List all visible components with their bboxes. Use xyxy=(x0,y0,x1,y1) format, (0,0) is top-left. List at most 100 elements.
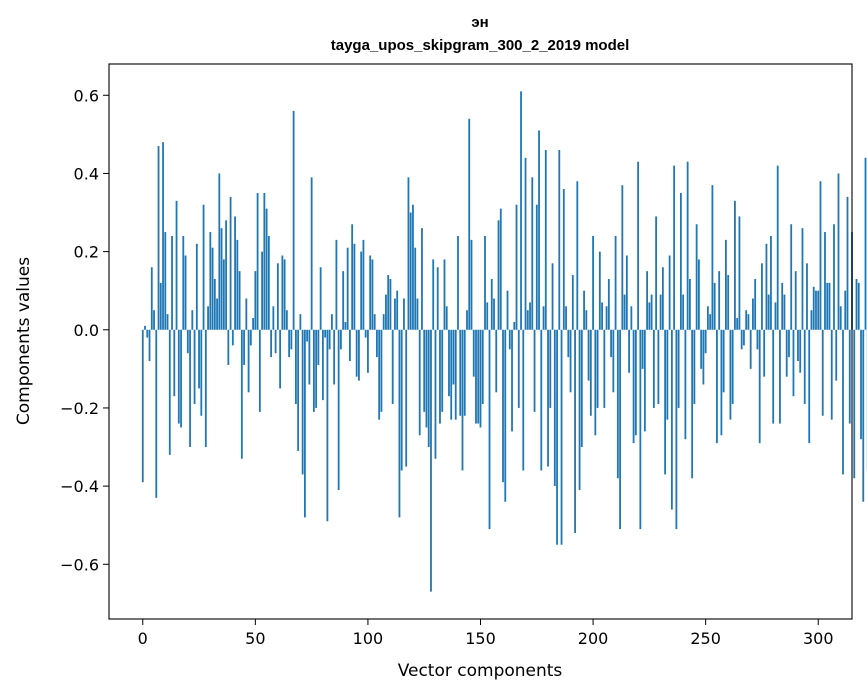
bar-124 xyxy=(421,228,423,330)
bar-272 xyxy=(754,278,757,330)
bar-131 xyxy=(436,267,439,330)
bar-190 xyxy=(569,329,572,393)
bar-105 xyxy=(378,329,381,420)
bar-277 xyxy=(765,243,768,330)
bar-5 xyxy=(153,310,155,330)
bar-92 xyxy=(349,329,351,362)
bar-175 xyxy=(535,204,538,330)
bar-278 xyxy=(767,294,770,330)
bar-110 xyxy=(389,278,392,330)
bar-212 xyxy=(619,329,621,530)
bar-100 xyxy=(367,329,369,373)
bar-320 xyxy=(862,329,865,502)
bar-24 xyxy=(195,243,198,330)
bar-55 xyxy=(265,208,268,330)
bar-135 xyxy=(445,306,448,330)
bar-268 xyxy=(745,310,748,330)
bar-53 xyxy=(261,251,263,330)
bar-276 xyxy=(763,329,766,377)
bar-128 xyxy=(430,329,432,592)
bar-38 xyxy=(227,329,230,365)
bar-303 xyxy=(824,232,826,330)
bar-311 xyxy=(842,329,844,475)
bar-7 xyxy=(157,146,160,330)
bar-65 xyxy=(288,329,291,358)
bar-13 xyxy=(171,235,173,330)
bar-173 xyxy=(531,177,534,330)
bar-263 xyxy=(734,200,736,330)
bar-76 xyxy=(312,329,315,412)
bar-219 xyxy=(634,329,637,436)
bar-280 xyxy=(772,329,775,424)
bar-249 xyxy=(702,329,705,385)
bar-242 xyxy=(686,161,689,330)
bar-149 xyxy=(477,329,480,424)
bar-270 xyxy=(749,329,752,369)
bar-61 xyxy=(279,329,282,389)
bar-series xyxy=(141,91,867,592)
bar-66 xyxy=(290,329,293,350)
bar-11 xyxy=(166,314,169,330)
bar-123 xyxy=(418,329,421,436)
bar-245 xyxy=(693,329,696,405)
bar-52 xyxy=(258,329,261,412)
bar-121 xyxy=(414,247,417,330)
bar-115 xyxy=(400,329,403,471)
bar-264 xyxy=(736,318,739,330)
bar-318 xyxy=(857,282,860,330)
bar-209 xyxy=(612,329,615,393)
bar-168 xyxy=(520,91,522,330)
bar-241 xyxy=(684,329,687,440)
bar-28 xyxy=(204,329,207,448)
bar-273 xyxy=(756,329,759,350)
bar-2 xyxy=(146,329,149,338)
bar-23 xyxy=(193,329,196,405)
bar-19 xyxy=(184,255,187,330)
bar-237 xyxy=(675,329,678,530)
bar-269 xyxy=(747,314,750,330)
bar-159 xyxy=(499,208,502,330)
bar-132 xyxy=(439,329,441,424)
bar-25 xyxy=(198,329,200,389)
bar-83 xyxy=(328,329,331,350)
bar-256 xyxy=(718,271,721,330)
bar-285 xyxy=(783,294,786,330)
bar-111 xyxy=(391,329,394,405)
bar-203 xyxy=(598,251,601,330)
bar-142 xyxy=(461,329,464,471)
bar-281 xyxy=(774,302,777,330)
bar-250 xyxy=(704,329,707,354)
bar-129 xyxy=(432,259,435,330)
bar-199 xyxy=(589,329,592,416)
bar-130 xyxy=(434,329,437,459)
bar-33 xyxy=(216,298,218,330)
bar-50 xyxy=(254,271,257,330)
y-axis-label: Components values xyxy=(14,257,34,425)
bar-182 xyxy=(551,263,554,330)
bar-244 xyxy=(691,329,694,479)
bar-151 xyxy=(481,329,484,405)
bar-157 xyxy=(495,329,498,393)
bar-82 xyxy=(326,329,329,522)
bar-247 xyxy=(698,259,700,330)
y-tick-label: −0.4 xyxy=(60,477,99,496)
bar-114 xyxy=(398,329,401,518)
bar-103 xyxy=(373,314,376,330)
bar-284 xyxy=(781,282,784,330)
bar-321 xyxy=(864,157,867,330)
bar-286 xyxy=(785,329,788,377)
bar-165 xyxy=(513,321,516,330)
bar-81 xyxy=(324,329,327,338)
bar-210 xyxy=(614,235,617,330)
bar-20 xyxy=(186,329,189,354)
bar-10 xyxy=(164,232,167,330)
bar-262 xyxy=(731,329,734,405)
bar-101 xyxy=(369,255,372,330)
bar-227 xyxy=(652,329,655,408)
bar-255 xyxy=(716,329,718,444)
bar-140 xyxy=(457,235,459,330)
bar-302 xyxy=(821,329,824,416)
bar-31 xyxy=(211,247,214,330)
bar-223 xyxy=(643,329,646,432)
bar-160 xyxy=(502,329,504,483)
